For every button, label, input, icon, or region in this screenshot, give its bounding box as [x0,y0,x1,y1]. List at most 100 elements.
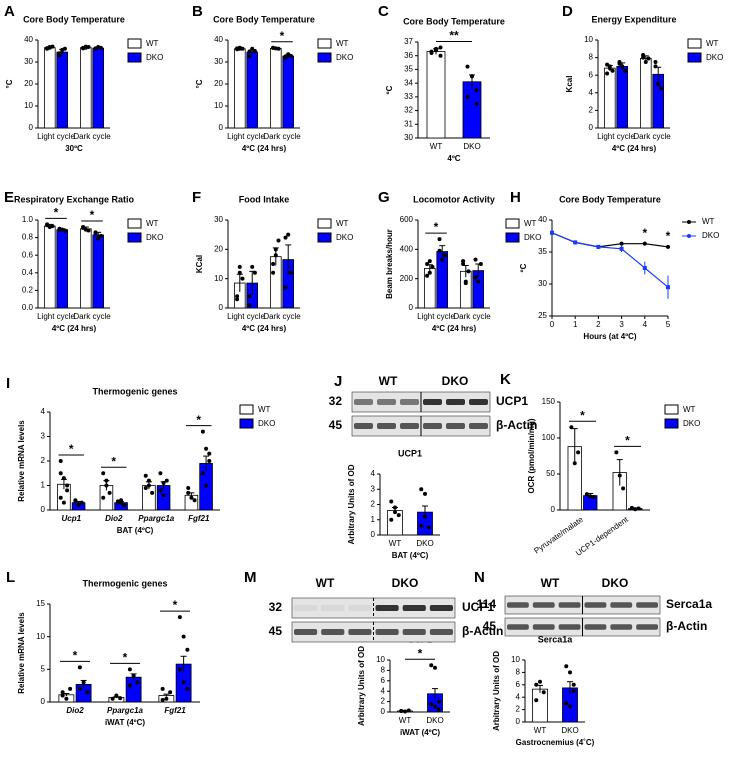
data-point [591,495,596,500]
significance: * [580,408,585,422]
y-axis-label: Arbitrary Units of OD [492,651,501,731]
bar [43,47,56,129]
y-tick-label: 200 [400,274,414,283]
x-axis-label: 4ºC (24 hrs) [612,144,657,153]
blot-band [532,602,555,608]
legend-swatch [317,38,332,49]
data-point [403,709,407,714]
panel-letter: E [4,189,14,206]
legend-swatch [687,38,702,49]
y-tick-label: 0.6 [22,250,34,259]
x-tick-label: Dio2 [105,514,123,523]
blot-band [610,602,633,608]
data-point [252,49,257,53]
legend-swatch [127,232,142,243]
y-tick-label: 10 [511,655,520,664]
data-point [62,228,67,233]
data-point [127,683,132,688]
panel-letter: A [4,3,15,20]
data-point [252,270,257,275]
chart-title: Core Body Temperature [213,14,315,24]
legend-label: WT [336,219,349,228]
data-point [538,679,542,684]
x-tick-label: Light cycle [227,132,265,141]
blot-band [375,629,399,635]
y-tick-label: 6 [516,680,521,689]
data-point [146,483,151,488]
marker-label: 114 [477,597,497,611]
x-tick-label: Ucp1 [61,514,81,523]
data-point [93,46,98,51]
y-axis-label: KCal [195,255,204,273]
data-point [101,495,106,500]
chart-title: Thermogenic genes [92,386,177,396]
legend-label: WT [146,219,159,228]
data-point [181,634,186,639]
legend-swatch [664,404,679,415]
blot-band [348,629,372,635]
bar [282,55,295,129]
chart-title: Locomotor Activity [413,194,495,204]
blot-band [429,605,453,611]
data-point [119,500,124,505]
x-axis-label: iWAT (4ºC) [400,728,440,737]
data-point [568,670,572,675]
data-point [58,459,63,463]
data-point [158,488,163,493]
bar [92,47,105,129]
data-point [81,680,86,685]
x-axis-label: 30ºC [65,144,83,153]
data-point [393,505,397,510]
data-point [164,478,169,483]
y-tick-label: 2 [41,456,46,465]
y-tick-label: 36 [404,51,413,60]
bar [56,229,69,309]
data-point [158,471,163,476]
blot-band [294,605,318,611]
legend-label: DKO [336,53,353,62]
data-point [607,66,612,71]
data-point [419,487,424,492]
x-tick-label: Fgf21 [164,706,186,715]
lane-label: WT [379,374,398,388]
data-point [283,285,288,290]
data-point [478,262,483,266]
y-tick-label: 2 [589,106,594,115]
data-point [427,270,432,275]
marker [666,244,670,249]
y-tick-label: 8 [589,53,594,62]
y-tick-label: 20 [214,79,223,88]
chart-title: Serca1a [538,634,574,644]
chart-title: Core Body Temperature [559,194,661,204]
x-tick-label: Fgf21 [188,514,210,523]
data-point [429,702,434,707]
y-tick-label: 4 [371,469,376,478]
legend-label: WT [706,39,719,48]
bar [92,234,105,309]
data-point [466,269,471,274]
data-point [204,446,209,451]
x-tick-label: Ppargc1a [107,706,144,715]
y-tick-label: 0 [219,123,224,132]
y-axis-label: °C [195,79,204,88]
data-point [653,64,658,69]
data-point [58,471,63,476]
data-point [646,56,651,61]
significance: * [73,649,78,663]
y-tick-label: 32 [404,106,413,115]
legend-swatch [664,418,679,429]
legend-swatch [127,218,142,229]
data-point [143,473,148,478]
chart-title: Energy Expenditure [591,14,676,24]
legend-label: DKO [146,53,163,62]
significance: * [196,413,201,427]
data-point [271,262,276,266]
x-axis-label: Hours (at 4ºC) [583,332,636,341]
data-point [605,71,610,76]
x-tick-label: Light cycle [37,312,75,321]
chart-title: Respiratory Exchange Ratio [14,194,135,204]
marker [619,246,624,251]
data-point [633,507,638,512]
x-tick-label: Ppargc1a [138,514,175,523]
y-tick-label: 3 [41,432,46,441]
